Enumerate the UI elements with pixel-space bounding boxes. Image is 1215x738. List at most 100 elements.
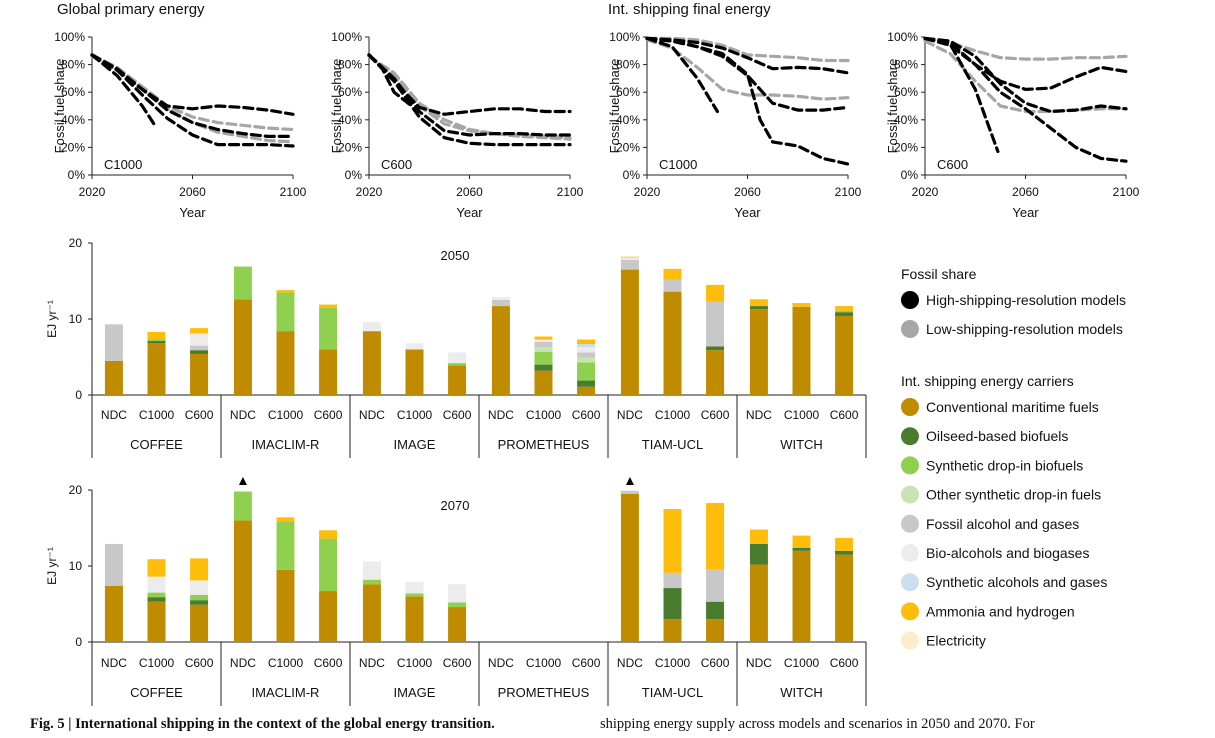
bar-segment-nh3_h2 [663,268,682,280]
bar-segment-conv [577,386,596,395]
y-tick-label: 0% [623,168,641,182]
legend-swatch [901,631,919,650]
bar-segment-conv [749,309,768,395]
y-axis-label: Fossil fuel share [885,59,900,154]
bar-segment-nh3_h2 [792,535,811,548]
bar-segment-bio_alc [448,584,467,603]
bar-segment-nh3_h2 [147,559,166,577]
bar-segment-syn_bio [835,310,854,313]
y-axis-label: Fossil fuel share [52,59,67,154]
y-tick-label: 100% [331,30,362,44]
legend-item-label: Bio-alcohols and biogases [926,545,1089,561]
bar-segment-fossil_alc [620,259,639,270]
y-tick-label: 20% [338,140,362,154]
y-tick-label: 60% [616,85,640,99]
bar-segment-nh3_h2 [147,331,166,340]
scenario-tick-label: NDC [617,408,643,422]
bar-segment-conv [104,585,123,642]
bar-segment-fossil_alc [104,543,123,586]
model-label: IMAGE [394,685,436,700]
bar-segment-syn_bio [147,339,166,342]
y-tick-label: 20% [61,140,85,154]
line-panel-3: Int. shipping final energy 0% 20% 40% 60% 80%… [607,1,862,220]
series-line-low-resolution [367,54,572,140]
bar-segment-bio_alc [620,257,639,260]
scenario-tick-label: C600 [572,656,601,670]
bar-segment-conv [147,601,166,642]
bar-segment-fossil_alc [706,301,725,347]
scenario-tick-label: C1000 [526,408,562,422]
legend-swatch [901,602,919,621]
bar-segment-fossil_alc [577,352,596,358]
bar-segment-nh3_h2 [620,256,639,258]
caption-text: shipping energy supply across models and… [600,716,1035,732]
bar-segment-bio_alc [405,343,424,350]
bar-segment-conv [534,370,553,395]
scenario-tick-label: NDC [617,656,643,670]
bar-segment-conv [749,564,768,642]
x-tick-label: 2060 [734,185,761,199]
bar-segment-conv [448,365,467,395]
y-tick-label: 80% [894,58,918,72]
legend-item-label: Synthetic drop-in biofuels [926,457,1083,473]
series-line-low-resolution [367,54,572,141]
model-label: PROMETHEUS [498,437,590,452]
bar-segment-bio_alc [190,333,209,346]
scenario-tick-label: C1000 [526,656,562,670]
y-tick-label: 60% [894,85,918,99]
bar-segment-bio_alc [362,322,381,332]
overflow-arrow-icon [625,477,634,485]
scenario-label: C1000 [104,157,142,172]
x-axis-label: Year [456,205,483,220]
scenario-tick-label: NDC [101,656,127,670]
y-tick-label: 80% [61,58,85,72]
bar-segment-oilseed [147,341,166,344]
bar-segment-syn_bio [319,538,338,592]
bar-segment-conv [319,349,338,395]
bar-panel-2050: 0 10 20 EJ yr⁻¹ 2050 COFFEE NDC C1000 C600 IMACLI… [45,236,867,458]
y-tick-label: 100% [54,30,85,44]
bar-segment-syn_bio [577,362,596,381]
legend-swatch [901,485,919,504]
legend-item-label: Oilseed-based biofuels [926,428,1068,444]
bar-segment-conv [491,306,510,395]
model-label: IMAGE [394,437,436,452]
bar-segment-fossil_alc [663,572,682,589]
bar-segment-nh3_h2 [835,537,854,551]
bar-segment-conv [405,596,424,642]
series-line-high-resolution [923,36,1000,154]
scenario-tick-label: C1000 [139,656,175,670]
bar-segment-conv [190,604,209,642]
legend-fossil-title: Fossil share [901,266,977,282]
model-label: TIAM-UCL [642,437,703,452]
y-tick-label: 40% [338,113,362,127]
legend-swatch [901,544,919,562]
bar-segment-fossil_alc [534,341,553,348]
series-line-high-resolution [923,36,1128,163]
scenario-tick-label: C1000 [397,656,433,670]
y-tick-label: 100% [609,30,640,44]
bar-segment-conv [448,607,467,642]
bar-segment-syn_bio [276,292,295,332]
y-tick-label: 100% [887,30,918,44]
bar-segment-other_syn [534,347,553,352]
bar-segment-other_syn [577,357,596,363]
bar-segment-syn_bio [147,592,166,598]
x-tick-label: 2100 [1113,185,1140,199]
bar-segment-conv [276,569,295,642]
caption-title: Fig. 5 | International shipping in the c… [30,716,495,732]
bar-segment-syn_bio [190,594,209,601]
scenario-tick-label: NDC [230,656,256,670]
y-tick-label: 0% [345,168,363,182]
scenario-tick-label: C600 [443,408,472,422]
bar-segment-conv [663,619,682,642]
series-line-low-resolution [90,53,295,132]
bar-segment-fossil_alc [491,300,510,307]
bar-segment-conv [663,291,682,395]
bar-segment-syn_bio [362,579,381,585]
series-line-low-resolution [645,36,850,63]
scenario-tick-label: C600 [314,656,343,670]
y-tick-label: 40% [61,113,85,127]
y-axis-label: EJ yr⁻¹ [45,547,59,585]
x-tick-label: 2100 [557,185,584,199]
